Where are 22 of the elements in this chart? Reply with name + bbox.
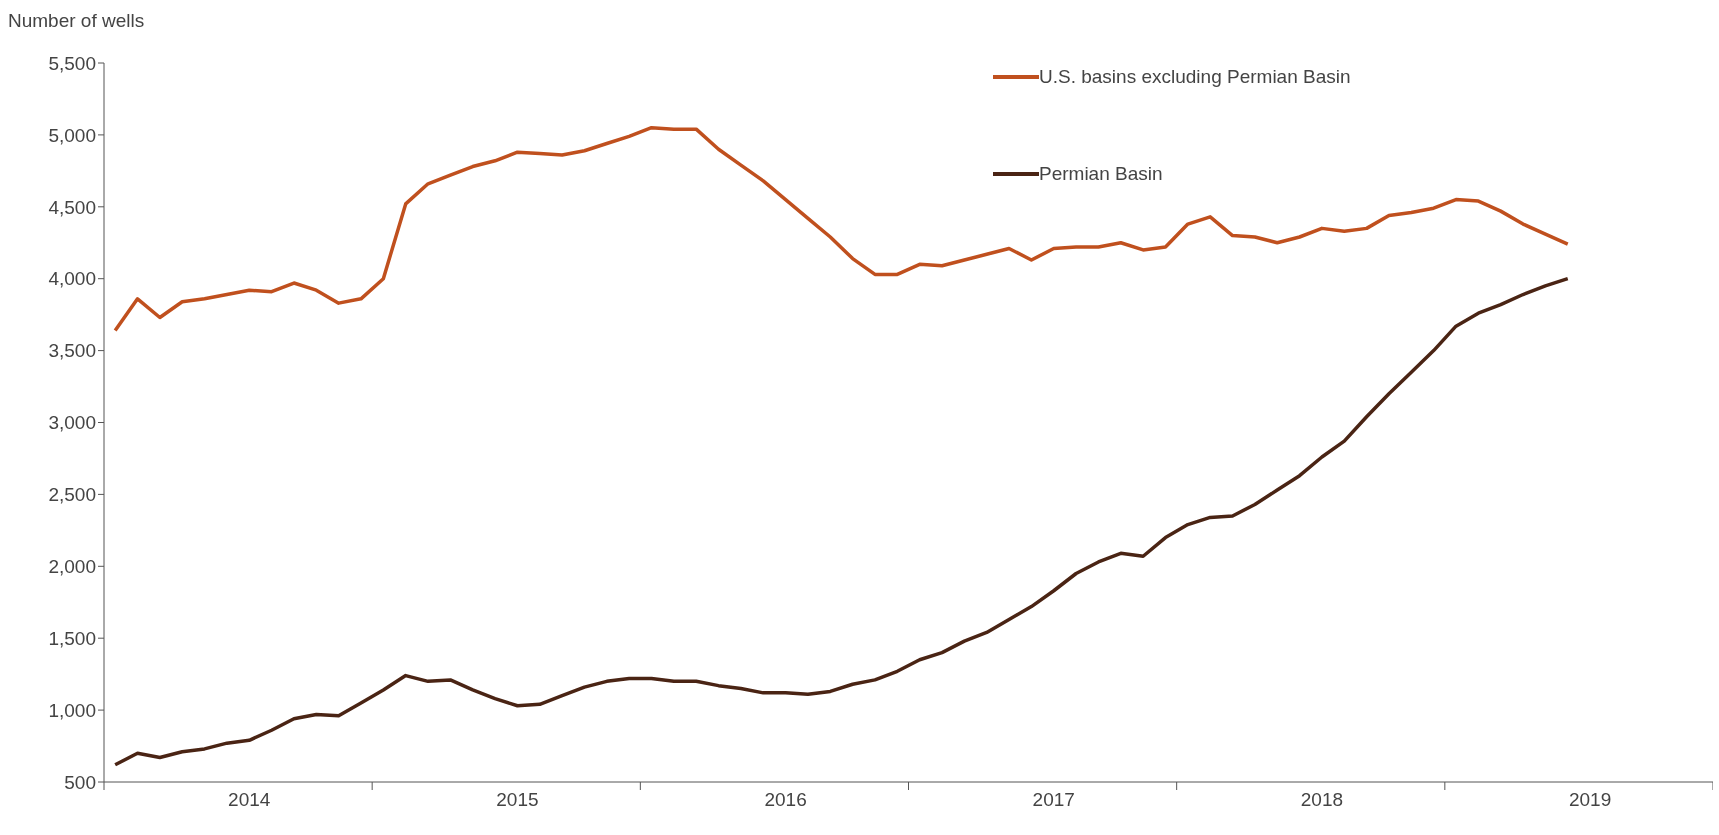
y-tick-label: 2,500 <box>48 484 96 506</box>
y-tick-label: 3,500 <box>48 340 96 362</box>
x-tick-label: 2018 <box>1300 789 1344 810</box>
line-series <box>113 276 1570 767</box>
y-tick-label: 2,000 <box>48 556 96 578</box>
y-tick-label: 3,000 <box>48 412 96 434</box>
y-tick-label: 4,500 <box>48 196 96 218</box>
legend-label: U.S. basins excluding Permian Basin <box>1039 66 1351 88</box>
y-tick-label: 5,500 <box>48 52 96 74</box>
y-tick-label: 5,000 <box>48 124 96 146</box>
y-tick-label: 1,500 <box>48 627 96 649</box>
y-tick-label: 4,000 <box>48 268 96 290</box>
line-series <box>113 125 1570 333</box>
y-tick-label: 1,000 <box>48 699 96 721</box>
legend-label: Permian Basin <box>1039 163 1163 185</box>
y-tick-label: 500 <box>64 771 96 793</box>
x-tick-label: 2014 <box>228 789 271 810</box>
y-axis-title: Number of wells <box>8 10 145 32</box>
x-tick-label: 2019 <box>1568 789 1612 810</box>
x-tick-label: 2015 <box>496 789 539 810</box>
x-tick-label: 2017 <box>1032 789 1075 810</box>
x-tick-label: 2016 <box>764 789 807 810</box>
